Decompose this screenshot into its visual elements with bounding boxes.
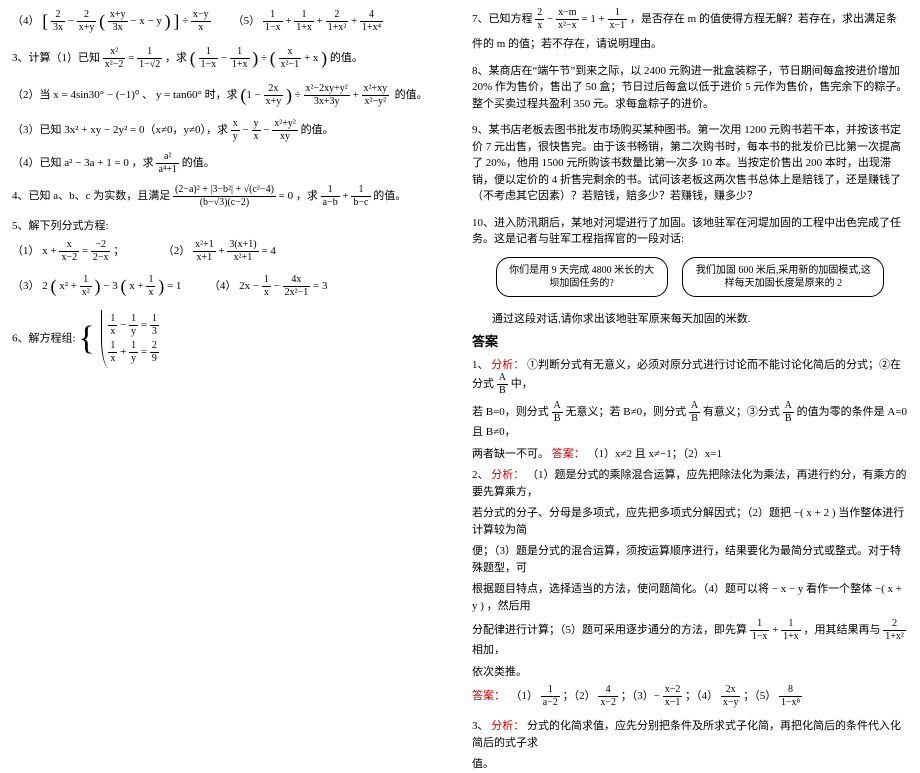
answer-2e: 分配律进行计算；（5）题可采用逐步通分的方法，即先算 11−x + 11+x ，… [472, 619, 908, 659]
left-column: （4） [ 23x − 2x+y ( x+y3x − x − y ) ] ÷ x… [0, 0, 460, 644]
answers-heading: 答案 [472, 332, 908, 352]
answer-2f: 依次类推。 [472, 664, 908, 681]
label-4: （4） [12, 15, 40, 27]
problem-7: 7、已知方程 2x − x−mx²−x = 1 + 1x−1 ，是否存在 m 的… [472, 8, 908, 31]
answer-2d: 根据题目特点，选择适当的方法，使问题简化。（4）题可以将 − x − y 看作一… [472, 581, 908, 614]
problem-5: 5、解下列分式方程: [12, 218, 448, 235]
problem-7b: 件的 m 的值；若不存在，请说明理由。 [472, 36, 908, 53]
speech-bubble-right: 我们加固 600 米后,采用新的加固模式,这样每天加固长度是原来的 2 [682, 257, 884, 297]
problem-4: 4、已知 a、b、c 为实数，且满足 (2−a)² + |3−b²| + √(c… [12, 185, 448, 208]
problem-5-12: （1） x + xx−2 = −22−x ； （2） x²+1x+1 + 3(x… [12, 240, 448, 263]
dialogue: 你们是用 9 天完成 4800 米长的大坝加固任务的? 我们加固 600 米后,… [472, 253, 908, 301]
answer-2c: 便；（3）题是分式的混合运算，须按运算顺序进行，结果要化为最简分式或整式。对于特… [472, 543, 908, 576]
answer-1b: 若 B=0，则分式 AB 无意义；若 B≠0，则分式 AB 有意义；③分式 AB… [472, 401, 908, 441]
speech-bubble-left: 你们是用 9 天完成 4800 米长的大坝加固任务的? [496, 257, 668, 297]
problem-10b: 通过这段对话,请你求出该地驻军原来每天加固的米数. [472, 311, 908, 328]
answer-1: 1、 分析： ①判断分式有无意义，必须对原分式进行讨论而不能讨论化简后的分式；②… [472, 357, 908, 397]
label-5: （5） [233, 15, 261, 27]
answer-3b: 值。 [472, 756, 908, 773]
problem-6: 6、解方程组: { 1x − 1y = 13 1x + 1y = 29 [12, 310, 448, 368]
answer-1c: 两者缺一不可。 答案： （1）x≠2 且 x≠−1；（2）x=1 [472, 446, 908, 463]
problem-10: 10、进入防汛期后，某地对河堤进行了加固。该地驻军在河堤加固的工程中出色完成了任… [472, 215, 908, 248]
problem-3-1: 3、计算（1）已知 x²x²−2 = 11−√2 ，求 ( 11−x − 11+… [12, 45, 448, 72]
problem-4-5: （4） [ 23x − 2x+y ( x+y3x − x − y ) ] ÷ x… [12, 8, 448, 35]
answer-2: 2、 分析： （1）题是分式的乘除混合运算，应先把除法化为乘法，再进行约分，有乘… [472, 467, 908, 500]
problem-9: 9、某书店老板去图书批发市场购买某种图书。第一次用 1200 元购书若干本，并按… [472, 122, 908, 205]
problem-3-4: （4）已知 a² − 3a + 1 = 0 ，求 a²a⁴+1 的值。 [12, 152, 448, 175]
text-3-1: 3、计算（1）已知 [12, 52, 100, 64]
answer-3: 3、 分析： 分式的化简求值，应先分别把条件及所求式子化简，再把化简后的条件代入… [472, 718, 908, 751]
problem-5-34: （3） 2 ( x² + 1x² ) − 3 ( x + 1x ) = 1 （4… [12, 273, 448, 300]
problem-3-3: （3）已知 3x² + xy − 2y² = 0（x≠0，y≠0），求 xy −… [12, 119, 448, 142]
problem-8: 8、某商店在“端午节”到来之际，以 2400 元购进一批盒装粽子，节日期间每盒按… [472, 63, 908, 113]
right-column: 7、已知方程 2x − x−mx²−x = 1 + 1x−1 ，是否存在 m 的… [460, 0, 920, 644]
answer-2b: 若分式的分子、分母是多项式，应先把多项式分解因式；（2）题把 −( x + 2 … [472, 505, 908, 538]
answer-2-result: 答案： （1） 1a−2 ；（2） 4x−2 ；（3）− x−2x−1 ；（4）… [472, 685, 908, 708]
problem-3-2: （2）当 x = 4sin30° − (−1)⁰ 、 y = tan60° 时，… [12, 82, 448, 109]
